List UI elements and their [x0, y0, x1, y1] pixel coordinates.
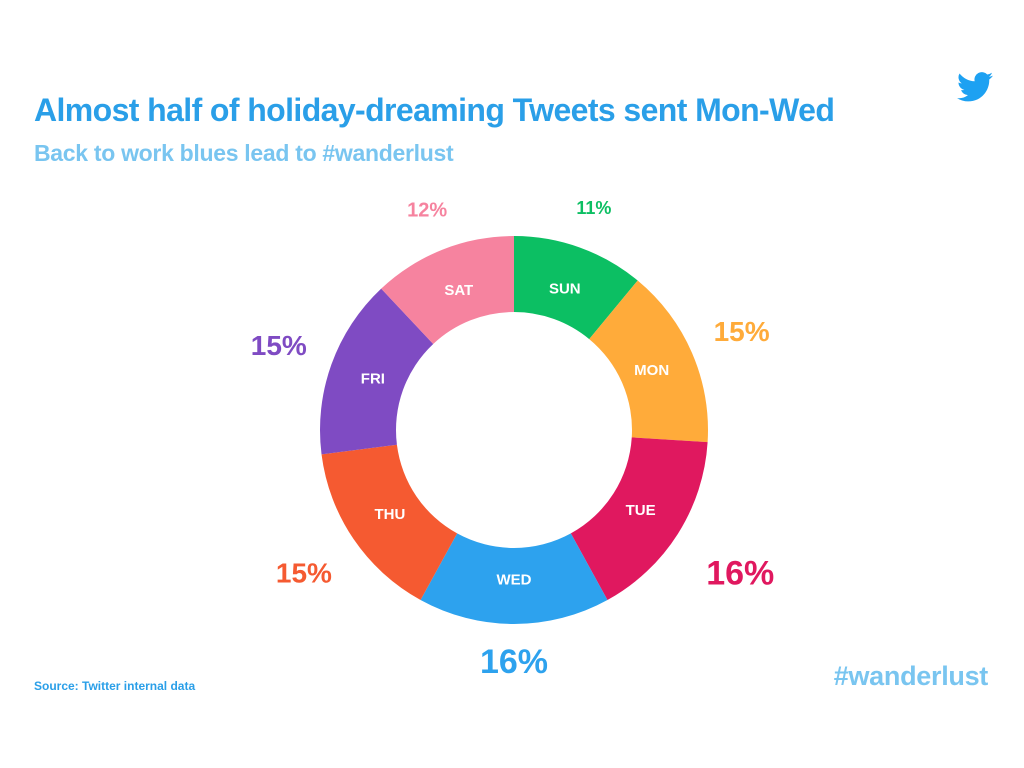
percent-label-sun: 11% [576, 198, 611, 218]
footer-hashtag: #wanderlust [833, 661, 989, 691]
twitter-bird-icon [957, 72, 993, 102]
slice-label-mon: MON [634, 362, 669, 379]
percent-label-sat: 12% [407, 200, 447, 222]
chart-subtitle: Back to work blues lead to #wanderlust [34, 140, 454, 166]
percent-label-tue: 16% [706, 555, 774, 593]
percent-label-wed: 16% [480, 643, 548, 681]
slice-fri [320, 288, 434, 455]
slice-percent-labels: 11% 15% 16% 16% 15% 15% 12% [251, 198, 775, 681]
slice-sun [514, 236, 638, 340]
slice-tue [570, 437, 708, 601]
source-note: Source: Twitter internal data [34, 679, 196, 693]
chart-title: Almost half of holiday-dreaming Tweets s… [34, 92, 835, 128]
slice-sat [381, 235, 514, 344]
slice-label-fri: FRI [361, 371, 385, 388]
slice-label-sun: SUN [549, 280, 581, 297]
slice-label-wed: WED [497, 572, 532, 589]
slice-label-thu: THU [375, 506, 406, 523]
slice-day-labels: SUN MON TUE WED THU FRI SAT [361, 280, 669, 588]
slice-thu [321, 444, 458, 601]
slice-label-tue: TUE [626, 502, 656, 519]
percent-label-fri: 15% [251, 330, 307, 361]
slice-mon [589, 280, 708, 443]
donut-slices [320, 235, 708, 624]
percent-label-thu: 15% [276, 557, 332, 588]
twitter-bird-shape [957, 72, 993, 102]
percent-label-mon: 15% [714, 316, 770, 347]
slice-wed [420, 533, 608, 624]
slice-label-sat: SAT [444, 282, 473, 299]
